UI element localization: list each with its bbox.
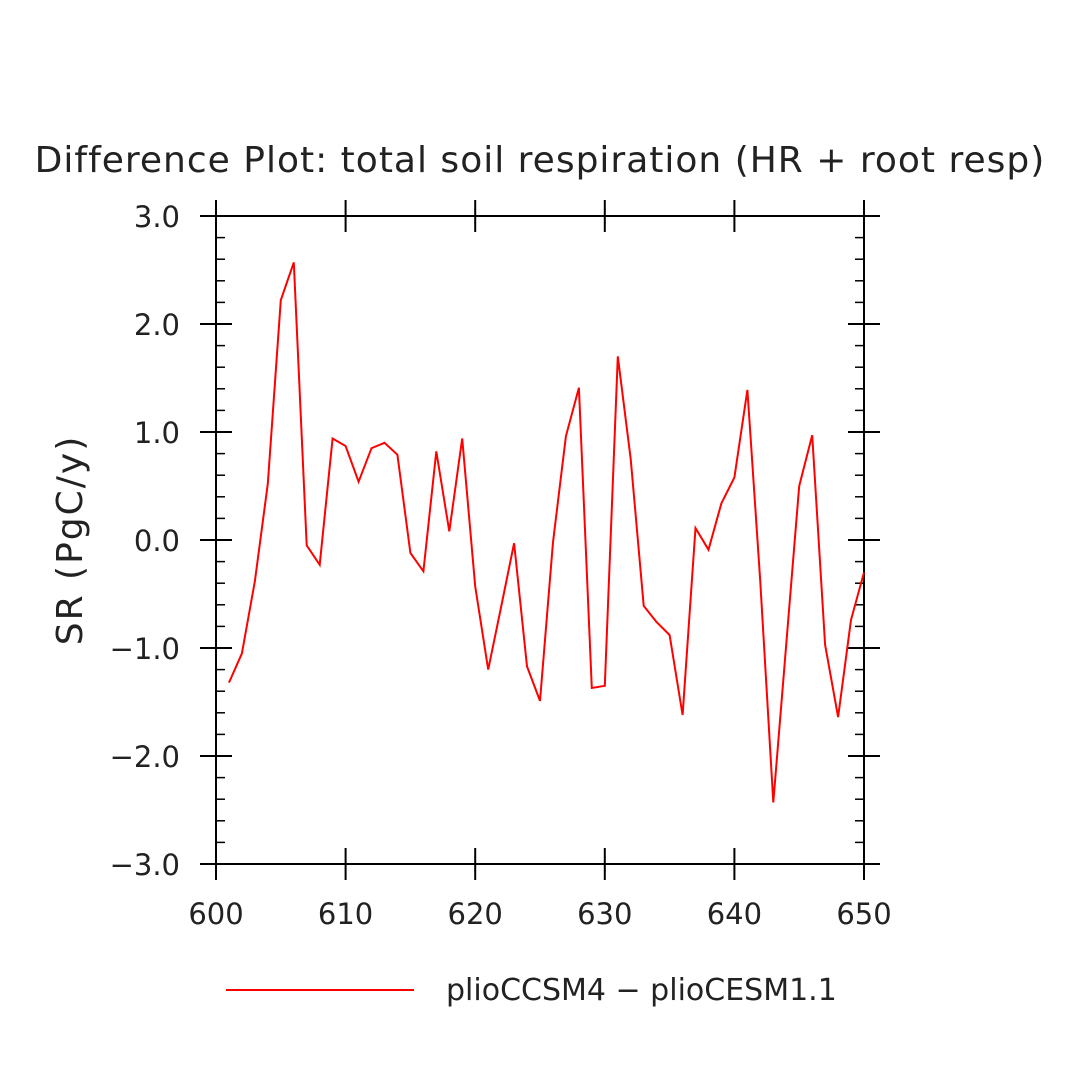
y-tick-label: 1.0 [134,416,180,450]
x-tick-label: 620 [448,897,503,931]
plot-border [215,215,865,865]
series-group [228,262,865,803]
y-tick-label: −2.0 [110,740,180,774]
x-tick-label: 610 [318,897,373,931]
y-axis-tick-labels: −3.0 −2.0 −1.0 0.0 1.0 2.0 3.0 [110,200,180,882]
x-tick-label: 600 [188,897,243,931]
y-tick-label: 2.0 [134,308,180,342]
x-axis-tick-labels: 600 610 620 630 640 650 [188,897,891,931]
series-line [228,262,865,803]
y-tick-label: 3.0 [134,200,180,234]
y-tick-label: 0.0 [134,524,180,558]
y-tick-label: −3.0 [110,848,180,882]
y-tick-label: −1.0 [110,632,180,666]
x-tick-label: 630 [577,897,632,931]
legend: plioCCSM4 − plioCESM1.1 [226,973,837,1008]
y-axis-label: SR (PgC/y) [50,435,91,646]
x-tick-label: 650 [836,897,891,931]
plot-frame [215,215,865,865]
axis-ticks [200,200,880,880]
chart-title: Difference Plot: total soil respiration … [35,140,1046,181]
legend-label: plioCCSM4 − plioCESM1.1 [446,973,837,1008]
x-tick-label: 640 [707,897,762,931]
